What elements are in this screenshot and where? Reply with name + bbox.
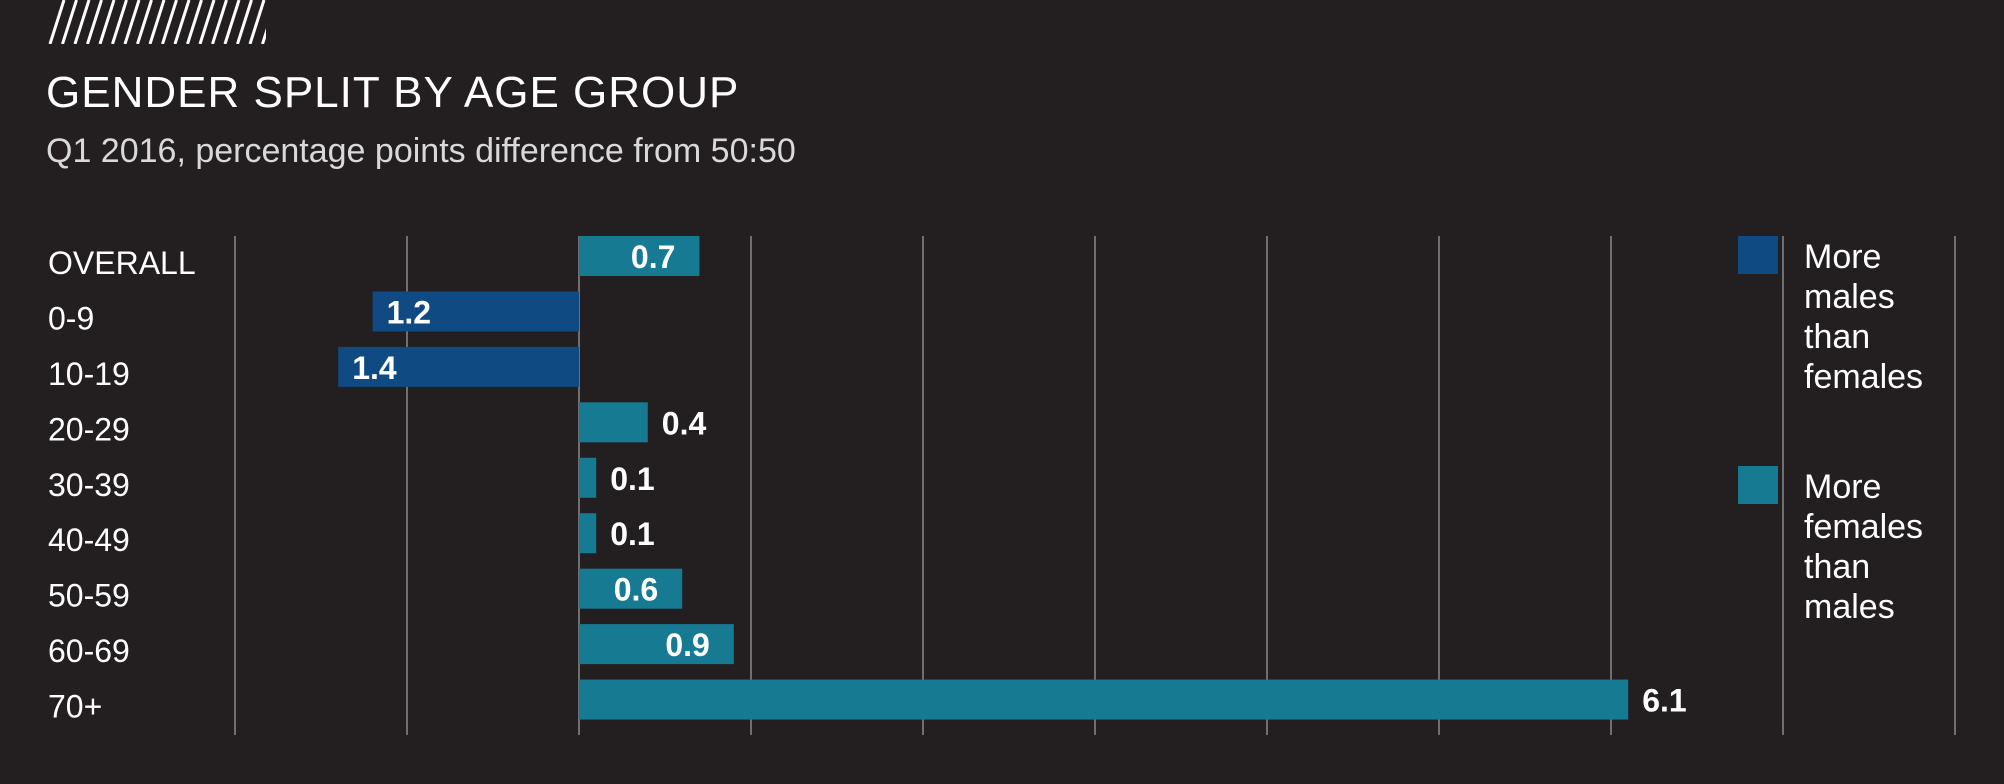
category-label: 60-69	[48, 633, 130, 669]
bars	[338, 236, 1629, 720]
category-labels: OVERALL 0-9 10-19 20-29 30-39 40-49 50-59 60-69…	[48, 245, 196, 725]
category-label: 10-19	[48, 356, 130, 392]
category-label: 50-59	[48, 578, 130, 614]
value-label: 0.7	[631, 239, 675, 275]
category-label: 20-29	[48, 411, 130, 447]
legend-swatch	[1738, 466, 1778, 504]
bar	[579, 513, 597, 554]
bar	[579, 236, 700, 276]
chart-subtitle: Q1 2016, percentage points difference fr…	[46, 132, 796, 170]
value-label: 0.9	[665, 627, 709, 663]
legend-swatch	[1738, 236, 1778, 274]
bar	[579, 457, 597, 498]
legend-label: More males than females	[1804, 238, 1923, 396]
legend: More males than females More females than males	[1738, 236, 1923, 626]
bar	[579, 679, 1629, 720]
category-label: 40-49	[48, 522, 130, 558]
value-label: 0.1	[610, 516, 654, 552]
bar	[579, 568, 683, 609]
value-labels: 0.71.21.40.40.10.10.60.96.1	[352, 239, 1686, 719]
category-label: 70+	[48, 689, 102, 725]
value-label: 1.2	[387, 294, 431, 330]
bar	[338, 346, 579, 387]
bar	[372, 291, 579, 332]
value-label: 0.1	[610, 461, 654, 497]
legend-label: More females than males	[1804, 468, 1923, 626]
value-label: 0.6	[614, 572, 658, 608]
category-label: OVERALL	[48, 245, 196, 281]
chart-title: GENDER SPLIT BY AGE GROUP	[46, 68, 740, 117]
bar	[579, 402, 648, 443]
value-label: 0.4	[662, 405, 707, 441]
bar	[579, 624, 734, 665]
value-label: 1.4	[352, 350, 397, 386]
category-label: 0-9	[48, 300, 94, 336]
category-label: 30-39	[48, 467, 130, 503]
value-label: 6.1	[1642, 683, 1686, 719]
hatch-decoration	[48, 0, 266, 44]
